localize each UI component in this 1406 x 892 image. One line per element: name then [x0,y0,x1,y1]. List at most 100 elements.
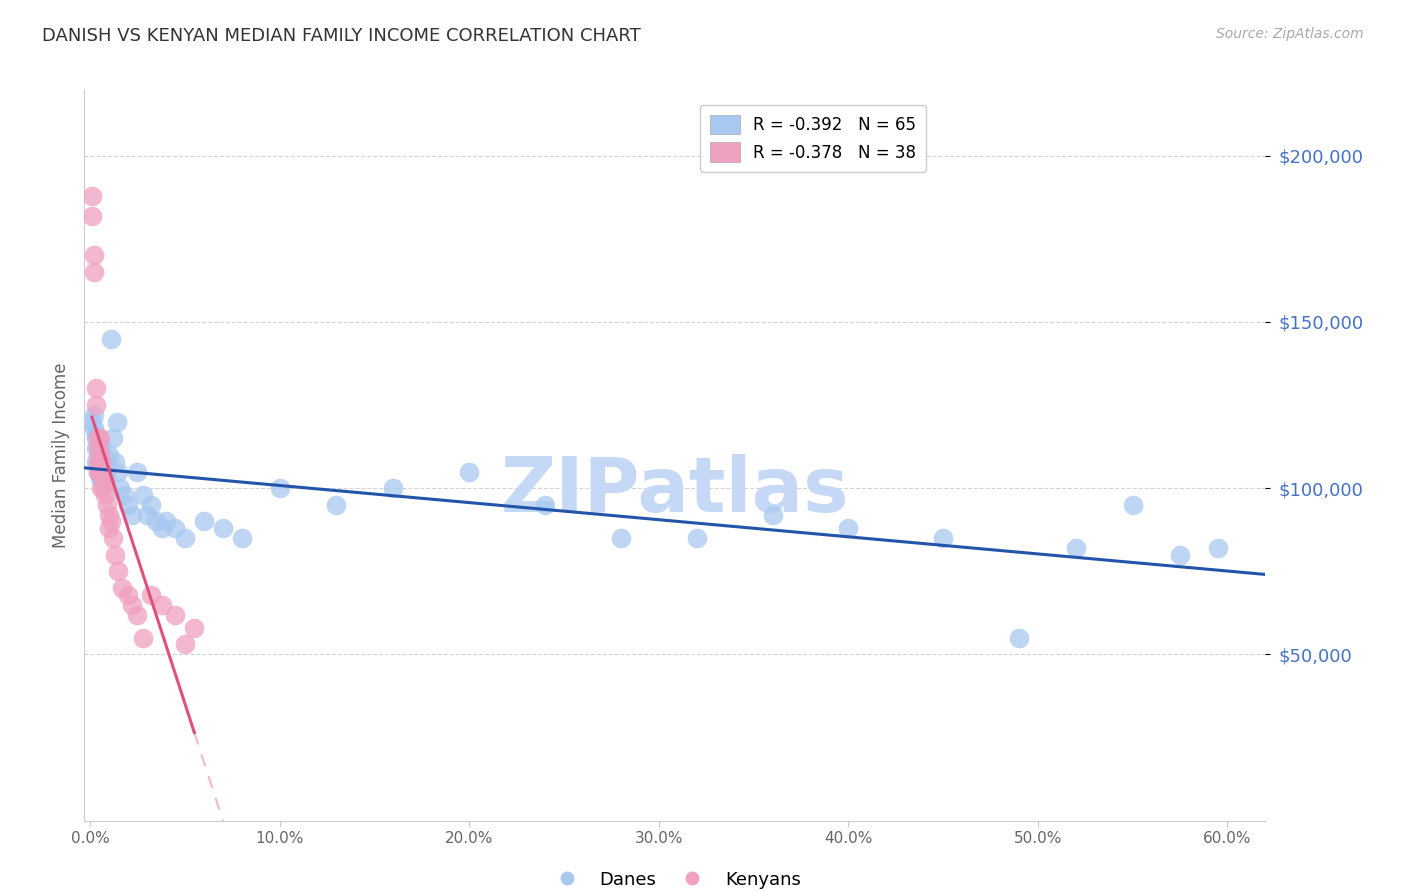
Point [80,209,103,223]
Point [90,471,112,485]
Point [132,488,155,502]
Point [91,467,114,482]
Point [84,381,107,395]
Point [110,481,132,495]
Point [94,488,117,502]
Text: DANISH VS KENYAN MEDIAN FAMILY INCOME CORRELATION CHART: DANISH VS KENYAN MEDIAN FAMILY INCOME CO… [42,27,641,45]
Point [1008,631,1031,645]
Point [837,521,859,535]
Point [94,454,117,468]
Point [96,461,118,475]
Point [89,465,111,479]
Point [1206,541,1229,555]
Point [90,454,112,468]
Point [96,471,118,485]
Point [761,508,783,522]
Point [183,621,205,635]
Point [86,438,108,452]
Point [84,454,107,468]
Point [458,465,481,479]
Point [121,598,143,612]
Point [325,498,347,512]
Point [83,265,105,279]
Point [83,421,105,435]
Point [86,465,108,479]
Y-axis label: Median Family Income: Median Family Income [52,362,70,548]
Point [686,531,709,545]
Point [269,481,291,495]
Point [104,548,127,562]
Point [132,631,155,645]
Point [193,515,215,529]
Point [107,465,129,479]
Point [89,448,111,462]
Point [98,448,121,462]
Point [91,481,114,495]
Point [84,428,107,442]
Legend: Danes, Kenyans: Danes, Kenyans [541,863,808,892]
Point [94,475,117,489]
Point [121,508,143,522]
Point [83,248,105,262]
Point [1064,541,1087,555]
Point [89,444,111,458]
Point [127,607,149,622]
Point [107,564,129,578]
Point [610,531,633,545]
Point [89,454,111,468]
Point [89,465,111,479]
Point [150,598,173,612]
Point [117,588,139,602]
Point [150,521,173,535]
Point [100,332,122,346]
Point [173,637,195,651]
Point [135,508,157,522]
Point [932,531,955,545]
Point [165,607,187,622]
Point [86,465,108,479]
Point [1122,498,1144,512]
Point [173,531,195,545]
Point [86,458,108,472]
Point [91,458,114,472]
Point [89,454,111,468]
Point [94,475,117,489]
Point [127,465,149,479]
Point [105,415,128,429]
Point [86,431,108,445]
Point [382,481,405,495]
Point [117,498,139,512]
Point [89,431,111,445]
Point [139,498,162,512]
Point [145,515,167,529]
Point [231,531,253,545]
Point [89,471,111,485]
Point [90,451,112,466]
Point [96,498,118,512]
Point [94,465,117,479]
Point [111,581,134,595]
Point [104,454,127,468]
Point [80,188,103,202]
Point [98,521,121,535]
Point [91,465,114,479]
Point [86,448,108,462]
Point [90,442,112,456]
Point [165,521,187,535]
Point [86,442,108,456]
Point [101,431,124,445]
Point [90,461,112,475]
Point [155,515,177,529]
Point [139,588,162,602]
Point [91,448,114,462]
Text: Source: ZipAtlas.com: Source: ZipAtlas.com [1216,27,1364,41]
Point [534,498,557,512]
Point [84,398,107,412]
Point [80,415,103,429]
Point [83,408,105,422]
Point [1168,548,1191,562]
Point [101,531,124,545]
Point [112,488,135,502]
Point [86,454,108,468]
Point [90,465,112,479]
